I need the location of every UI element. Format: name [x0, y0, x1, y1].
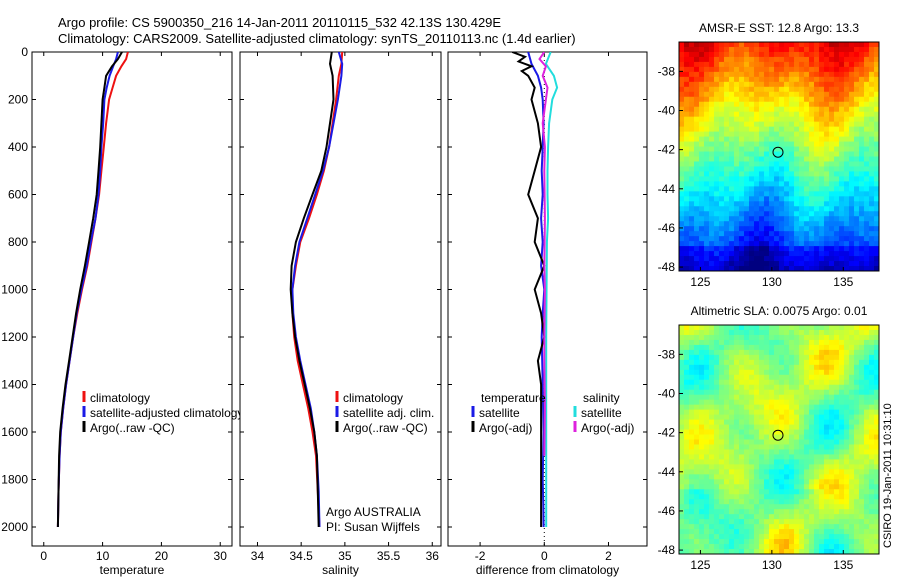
- sla_map-frame: [678, 324, 880, 555]
- sla_map-title: Altimetric SLA: 0.0075 Argo: 0.01: [691, 304, 868, 318]
- temperature-legend-label: satellite-adjusted climatology: [90, 406, 243, 420]
- difference-xlabel: difference from climatology: [476, 563, 619, 577]
- sst_map-xtick-label: 125: [690, 275, 710, 289]
- salinity-legend-label: climatology: [343, 391, 403, 405]
- sst_map-ytick-label: -40: [658, 104, 676, 118]
- series-salinity-argo-adj-: [538, 52, 549, 456]
- diff-legend-right-label: salinity: [583, 391, 620, 405]
- diff-legend-right-label: Argo(-adj): [581, 421, 634, 435]
- temperature-ytick-label: 1800: [1, 473, 28, 487]
- sla_map-ytick-label: -48: [658, 543, 676, 557]
- sst_map-frame: [678, 41, 880, 272]
- sla_map-ytick-label: -42: [658, 426, 676, 440]
- argo-location-marker: [772, 146, 784, 158]
- diff-legend-left-label: satellite: [479, 406, 520, 420]
- annotation-text: PI: Susan Wijffels: [326, 520, 420, 534]
- sla_map-xtick-label: 130: [762, 558, 782, 572]
- temperature-ytick-label: 400: [8, 140, 28, 154]
- sst_map-ytick-label: -38: [658, 64, 676, 78]
- sla_map-xtick-label: 135: [833, 558, 853, 572]
- sla_map-ytick-label: -46: [658, 504, 676, 518]
- sst_map-image: [679, 42, 880, 272]
- series-argo-raw-qc-: [289, 52, 335, 528]
- sst_map-ytick-label: -48: [658, 260, 676, 274]
- temperature-ytick-label: 1200: [1, 330, 28, 344]
- sla_map-xtick-label: 125: [690, 558, 710, 572]
- temperature-frame: [31, 51, 233, 547]
- sst_map-ytick-label: -46: [658, 221, 676, 235]
- temperature-ytick-label: 2000: [1, 520, 28, 534]
- temperature-xtick-label: 10: [96, 549, 110, 563]
- salinity-legend-label: Argo(..raw -QC): [343, 421, 428, 435]
- sst_map-panel: 125 130 135 -38 -40 -42 -44 -46 -48 AMSR-E SST: 1…: [658, 21, 880, 289]
- sst_map-ytick-label: -44: [658, 182, 676, 196]
- series-temperature-satellite: [527, 52, 546, 528]
- argo-location-marker: [772, 429, 784, 441]
- diff-legend-right-label: satellite: [581, 406, 622, 420]
- salinity-xtick-label: 36: [426, 549, 440, 563]
- sst_map-xtick-label: 130: [762, 275, 782, 289]
- temperature-legend-label: Argo(..raw -QC): [90, 421, 175, 435]
- sst_map-ytick-label: -42: [658, 143, 676, 157]
- timestamp-footer: CSIRO 19-Jan-2011 10:31:10: [882, 403, 894, 548]
- difference-frame: [447, 51, 648, 547]
- temperature-xtick-label: 20: [155, 549, 169, 563]
- temperature-ytick-label: 600: [8, 188, 28, 202]
- temperature-xtick-label: 0: [40, 549, 47, 563]
- sst_map-title: AMSR-E SST: 12.8 Argo: 13.3: [699, 21, 859, 35]
- temperature-ytick-label: 200: [8, 93, 28, 107]
- annotation-text: Argo AUSTRALIA: [326, 505, 421, 519]
- temperature-legend-label: climatology: [90, 391, 150, 405]
- sla_map-panel: 125 130 135 -38 -40 -42 -44 -46 -48 Altimetric SL…: [658, 304, 880, 572]
- difference-xtick-label: 2: [605, 549, 612, 563]
- temperature-ytick-label: 800: [8, 235, 28, 249]
- salinity-legend-label: satellite adj. clim.: [343, 406, 434, 420]
- difference-xtick-label: -2: [475, 549, 486, 563]
- salinity-frame: [239, 51, 442, 547]
- diff-legend-left-label: temperature: [481, 391, 546, 405]
- series-temperature-argo-adj-: [511, 52, 546, 527]
- difference-xtick-label: 0: [541, 549, 548, 563]
- sla_map-image: [679, 325, 880, 555]
- series-argo-raw-qc-: [56, 52, 123, 528]
- salinity-xtick-label: 35: [338, 549, 352, 563]
- salinity-panel: 34 34.5 35 35.5 36 salinity climatologysatelli…: [239, 51, 442, 577]
- temperature-ytick-label: 1600: [1, 425, 28, 439]
- title-line-2: Climatology: CARS2009. Satellite-adjuste…: [58, 31, 576, 46]
- salinity-xtick-label: 34.5: [289, 549, 313, 563]
- diff-legend-left-label: Argo(-adj): [479, 421, 532, 435]
- temperature-ytick-label: 1000: [1, 283, 28, 297]
- sla_map-ytick-label: -44: [658, 465, 676, 479]
- temperature-ytick-label: 0: [21, 45, 28, 59]
- salinity-xtick-label: 34: [251, 549, 265, 563]
- salinity-xtick-label: 35.5: [377, 549, 401, 563]
- temperature-ytick-label: 1400: [1, 378, 28, 392]
- sla_map-ytick-label: -38: [658, 347, 676, 361]
- title-line-1: Argo profile: CS 5900350_216 14-Jan-2011…: [58, 15, 501, 30]
- series-salinity-satellite: [544, 52, 559, 527]
- temperature-xlabel: temperature: [100, 563, 165, 577]
- sst_map-xtick-label: 135: [833, 275, 853, 289]
- salinity-xlabel: salinity: [322, 563, 359, 577]
- temperature-panel: 0 10 20 30 0 200 400 600 800 1000 1200 1400 1600 1800…: [1, 45, 243, 577]
- temperature-xtick-label: 30: [214, 549, 228, 563]
- sla_map-ytick-label: -40: [658, 387, 676, 401]
